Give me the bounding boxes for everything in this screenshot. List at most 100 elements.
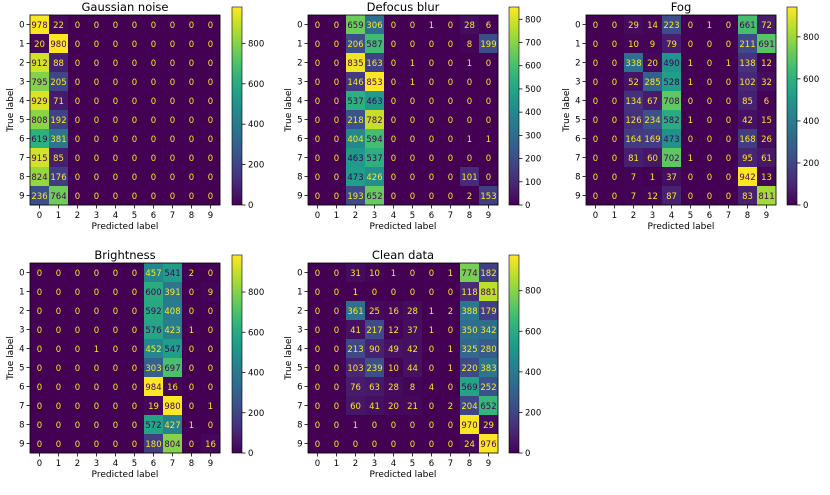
matrix-cell [422,129,442,149]
y-tick-label: 3 [297,326,302,336]
matrix-cell [182,377,202,397]
matrix-cell [125,415,145,435]
matrix-cell [327,148,347,168]
cell-value-label: 193 [347,192,363,202]
matrix-cell [700,72,720,92]
cell-value-label: 37 [407,326,418,336]
cell-value-label: 0 [410,288,415,298]
cell-value-label: 702 [663,154,679,164]
cell-value-label: 1 [726,59,731,69]
cell-value-label: 0 [94,21,99,31]
matrix-cell [346,72,366,92]
cell-value-label: 463 [366,97,382,107]
cell-value-label: 9 [208,288,213,298]
cell-value-label: 0 [391,440,396,450]
matrix-cell [327,129,347,149]
cell-value-label: 0 [707,78,712,88]
matrix-cell [163,434,183,454]
cell-value-label: 206 [347,40,363,50]
matrix-cell [346,34,366,54]
matrix-cell [327,396,347,416]
cell-value-label: 0 [334,21,339,31]
matrix-cell [30,186,50,206]
cell-value-label: 0 [170,116,175,126]
cell-value-label: 708 [663,97,679,107]
matrix-cell [681,148,701,168]
cell-value-label: 0 [726,97,731,107]
cell-value-label: 980 [164,402,180,412]
matrix-cell [163,91,183,111]
cell-value-label: 0 [467,116,472,126]
matrix-cell [365,72,385,92]
colorbar-tick-label: 300 [525,131,541,141]
matrix-cell [106,415,126,435]
cell-value-label: 0 [56,326,61,336]
cell-value-label: 13 [761,173,772,183]
matrix-cell [662,186,682,206]
cell-value-label: 427 [164,421,180,431]
matrix-cell [182,434,202,454]
cell-value-label: 0 [334,364,339,374]
matrix-cell [125,110,145,130]
matrix-cell [163,186,183,206]
matrix-cell [460,91,480,111]
cell-value-label: 8 [467,40,472,50]
matrix-cell [106,15,126,35]
cell-value-label: 138 [739,59,755,69]
cell-value-label: 1 [353,421,358,431]
y-tick-label: 4 [19,345,24,355]
cell-value-label: 0 [334,59,339,69]
cell-value-label: 0 [372,288,377,298]
matrix-cell [87,377,107,397]
cell-value-label: 652 [366,192,382,202]
colorbar-tick-label: 400 [248,120,264,130]
matrix-cell [757,91,777,111]
cell-value-label: 824 [31,173,47,183]
cell-value-label: 811 [758,192,774,202]
matrix-cell [586,167,606,187]
cell-value-label: 0 [429,154,434,164]
cell-value-label: 853 [366,78,382,88]
matrix-cell [125,377,145,397]
matrix-cell [106,358,126,378]
x-tick-label: 1 [612,211,617,221]
matrix-cell [30,358,50,378]
matrix-cell [163,358,183,378]
cell-value-label: 0 [726,135,731,145]
y-tick-label: 7 [297,402,302,412]
cell-value-label: 338 [625,59,641,69]
matrix-cell [700,91,720,111]
x-tick-label: 7 [726,211,731,221]
cell-value-label: 0 [410,21,415,31]
matrix-cell [182,358,202,378]
colorbar-tick-label: 500 [525,85,541,95]
cell-value-label: 547 [164,345,180,355]
matrix-cell [346,91,366,111]
cell-value-label: 383 [480,364,496,374]
matrix-cell [441,72,461,92]
matrix-cell [441,129,461,149]
axes-frame [29,262,221,454]
cell-value-label: 14 [647,21,658,31]
cell-value-label: 49 [388,345,399,355]
cell-value-label: 0 [429,269,434,279]
cell-value-label: 42 [742,116,753,126]
matrix-cell [125,186,145,206]
cell-value-label: 252 [480,383,496,393]
matrix-cell [624,72,644,92]
matrix-cell [624,34,644,54]
x-tick-label: 2 [353,211,358,221]
matrix-cell [346,148,366,168]
matrix-cell [586,15,606,35]
cell-value-label: 26 [761,135,772,145]
cell-value-label: 0 [208,135,213,145]
matrix-cell [403,339,423,359]
cell-value-label: 0 [372,421,377,431]
cell-value-label: 697 [164,364,180,374]
cell-value-label: 0 [315,21,320,31]
x-tick-label: 6 [429,211,434,221]
x-tick-label: 7 [448,211,453,221]
x-tick-label: 4 [391,211,396,221]
x-tick-label: 5 [410,211,415,221]
cell-value-label: 0 [372,440,377,450]
